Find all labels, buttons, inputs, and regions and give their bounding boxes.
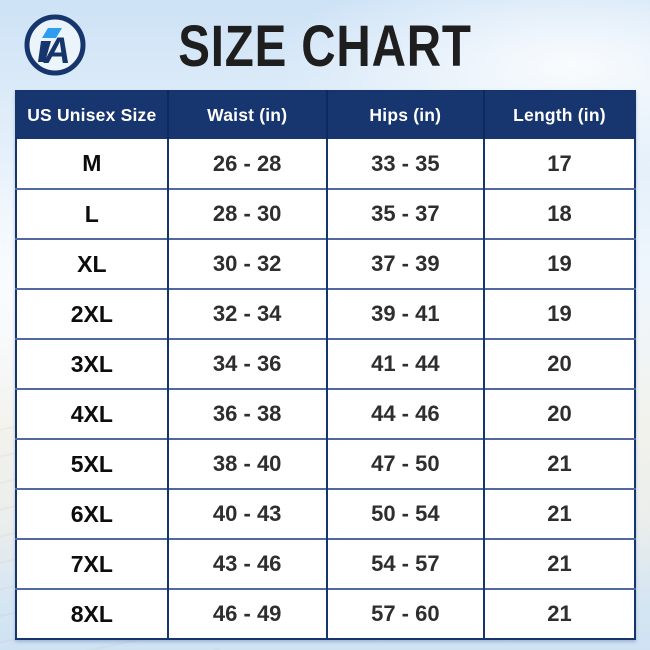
cell-length: 20 [482, 388, 635, 439]
cell-length: 21 [482, 488, 635, 539]
cell-length: 19 [482, 288, 635, 339]
cell-hips: 50 - 54 [325, 488, 484, 539]
cell-waist: 43 - 46 [166, 538, 327, 589]
cell-waist: 40 - 43 [166, 488, 327, 539]
header-length: Length (in) [482, 91, 635, 139]
size-chart-table-wrap: US Unisex Size Waist (in) Hips (in) Leng… [15, 90, 636, 640]
cell-waist: 34 - 36 [166, 338, 327, 389]
cell-hips: 54 - 57 [325, 538, 484, 589]
cell-hips: 47 - 50 [325, 438, 484, 489]
cell-waist: 30 - 32 [166, 238, 327, 289]
cell-hips: 44 - 46 [325, 388, 484, 439]
cell-waist: 28 - 30 [166, 188, 327, 239]
cell-size: XL [16, 238, 168, 289]
cell-length: 17 [482, 139, 635, 189]
brand-logo-icon: A [24, 14, 86, 76]
masthead: A SIZE CHART [0, 0, 650, 90]
cell-size: 8XL [16, 588, 168, 639]
cell-hips: 33 - 35 [325, 139, 484, 189]
header-row: US Unisex Size Waist (in) Hips (in) Leng… [16, 91, 635, 139]
cell-size: 6XL [16, 488, 168, 539]
cell-size: 4XL [16, 388, 168, 439]
cell-size: 2XL [16, 288, 168, 339]
cell-length: 21 [482, 588, 635, 639]
table-row: 2XL 32 - 34 39 - 41 19 [16, 288, 635, 339]
cell-length: 18 [482, 188, 635, 239]
cell-hips: 39 - 41 [325, 288, 484, 339]
cell-size: M [16, 139, 168, 189]
table-row: XL 30 - 32 37 - 39 19 [16, 238, 635, 289]
cell-waist: 32 - 34 [166, 288, 327, 339]
cell-length: 21 [482, 438, 635, 489]
header-hips: Hips (in) [325, 91, 484, 139]
cell-waist: 46 - 49 [166, 588, 327, 639]
size-table-body: M 26 - 28 33 - 35 17 L 28 - 30 35 - 37 1… [16, 139, 635, 639]
table-row: 8XL 46 - 49 57 - 60 21 [16, 588, 635, 639]
table-row: 6XL 40 - 43 50 - 54 21 [16, 488, 635, 539]
cell-length: 20 [482, 338, 635, 389]
cell-length: 19 [482, 238, 635, 289]
table-row: L 28 - 30 35 - 37 18 [16, 188, 635, 239]
cell-size: L [16, 188, 168, 239]
cell-size: 3XL [16, 338, 168, 389]
cell-waist: 26 - 28 [166, 139, 327, 189]
cell-size: 7XL [16, 538, 168, 589]
header-size: US Unisex Size [16, 91, 168, 139]
cell-size: 5XL [16, 438, 168, 489]
cell-length: 21 [482, 538, 635, 589]
table-row: 4XL 36 - 38 44 - 46 20 [16, 388, 635, 439]
size-chart-table: US Unisex Size Waist (in) Hips (in) Leng… [15, 90, 636, 640]
cell-hips: 41 - 44 [325, 338, 484, 389]
table-row: 5XL 38 - 40 47 - 50 21 [16, 438, 635, 489]
page-title: SIZE CHART [178, 14, 472, 79]
header-waist: Waist (in) [166, 91, 327, 139]
table-row: M 26 - 28 33 - 35 17 [16, 139, 635, 189]
cell-waist: 36 - 38 [166, 388, 327, 439]
cell-hips: 57 - 60 [325, 588, 484, 639]
table-row: 3XL 34 - 36 41 - 44 20 [16, 338, 635, 389]
table-row: 7XL 43 - 46 54 - 57 21 [16, 538, 635, 589]
cell-hips: 35 - 37 [325, 188, 484, 239]
cell-waist: 38 - 40 [166, 438, 327, 489]
cell-hips: 37 - 39 [325, 238, 484, 289]
svg-text:A: A [43, 30, 71, 71]
